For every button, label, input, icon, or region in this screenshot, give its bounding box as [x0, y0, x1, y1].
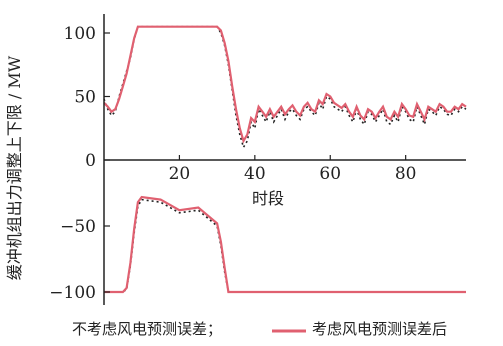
y-tick-label: −100 [49, 283, 96, 303]
series-with-error-lower-line [104, 195, 466, 294]
y-axis-label: 缓冲机组出力调整上下限 / MW [5, 55, 24, 280]
y-tick-label: 100 [64, 24, 96, 44]
legend: 不考虑风电预测误差； 考虑风电预测误差后 [72, 320, 447, 338]
x-axis-label: 时段 [252, 189, 284, 208]
x-tick-label: 60 [319, 164, 341, 184]
series-no-error-upper-line [103, 25, 467, 150]
legend-label-no-error: 不考虑风电预测误差； [72, 320, 222, 338]
series-with-error-upper-line [103, 25, 467, 144]
x-tick-label: 20 [169, 164, 191, 184]
x-ticks: 20 40 60 80 [169, 155, 417, 184]
y-tick-label: 0 [85, 151, 96, 171]
x-tick-label: 80 [395, 164, 417, 184]
y-tick-label: −50 [60, 217, 96, 237]
series-layer [103, 25, 467, 294]
x-tick-label: 40 [244, 164, 266, 184]
series-no-error-lower-line [104, 198, 466, 293]
y-ticks: 100 50 0 −50 −100 [49, 24, 110, 303]
y-tick-label: 50 [74, 88, 96, 108]
legend-label-with-error: 考虑风电预测误差后 [312, 320, 447, 338]
